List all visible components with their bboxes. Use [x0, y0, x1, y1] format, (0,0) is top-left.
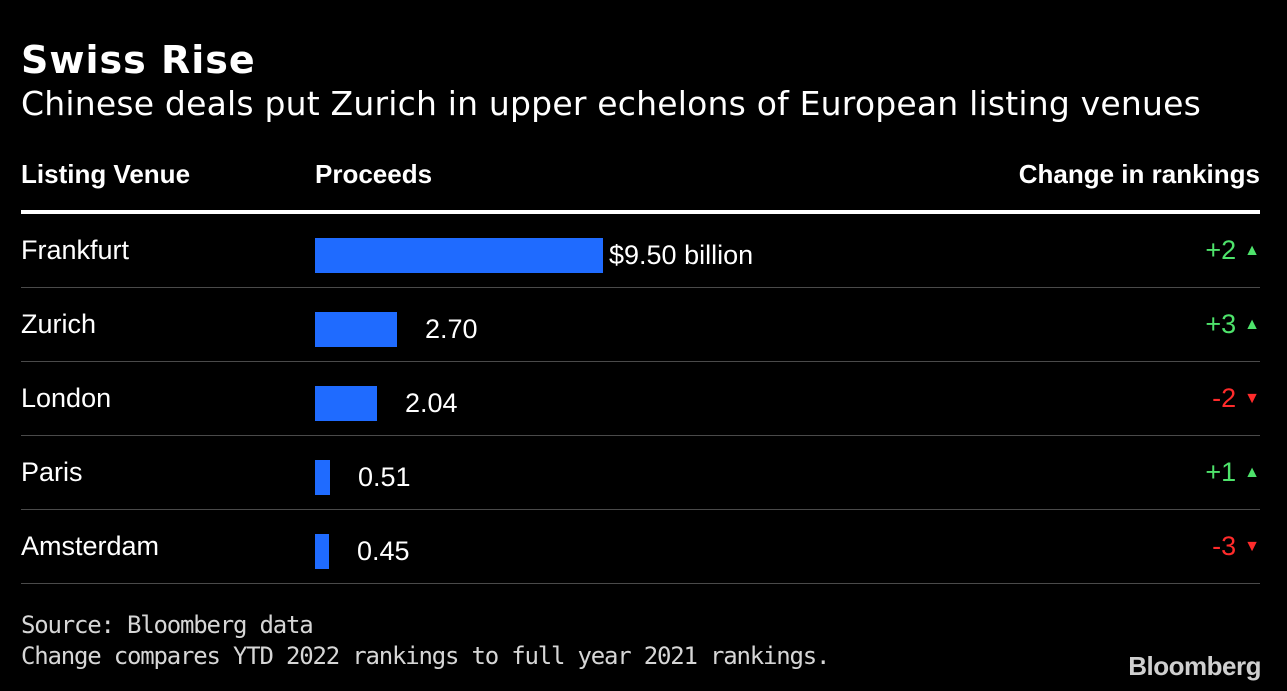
column-header-proceeds: Proceeds: [315, 159, 433, 189]
value-label: $9.50 billion: [609, 240, 754, 270]
footnote: Change compares YTD 2022 rankings to ful…: [21, 642, 830, 670]
table-row: Amsterdam 0.45 -3 ▼: [21, 510, 1260, 584]
ranking-change-value: -3: [1212, 531, 1237, 561]
column-header-listing-venue: Listing Venue: [21, 159, 191, 189]
source-note: Source: Bloomberg data: [21, 611, 314, 639]
proceeds-bar: [315, 460, 330, 495]
row-divider: [21, 509, 1260, 510]
row-divider: [21, 361, 1260, 362]
header-divider: [21, 210, 1260, 214]
table-row: Frankfurt $9.50 billion +2 ▲: [21, 214, 1260, 288]
value-label: 0.45: [357, 536, 410, 566]
ranking-change-value: +2: [1205, 235, 1237, 265]
ranking-change: -3 ▼: [1212, 531, 1260, 562]
proceeds-bar: [315, 534, 329, 569]
arrow-up-icon: ▲: [1244, 241, 1260, 259]
row-divider: [21, 583, 1260, 584]
value-label: 2.70: [425, 314, 478, 344]
value-label: 2.04: [405, 388, 458, 418]
bloomberg-logo: Bloomberg: [1128, 651, 1261, 681]
ranking-change-value: +1: [1205, 457, 1237, 487]
table-row: Paris 0.51 +1 ▲: [21, 436, 1260, 510]
venue-label: London: [21, 383, 112, 413]
venue-label: Frankfurt: [21, 235, 130, 265]
proceeds-bar: [315, 312, 397, 347]
value-label: 0.51: [358, 462, 411, 492]
table-row: London 2.04 -2 ▼: [21, 362, 1260, 436]
chart-title: Swiss Rise: [21, 38, 256, 82]
venue-label: Zurich: [21, 309, 97, 339]
venue-label: Paris: [21, 457, 83, 487]
table-row: Zurich 2.70 +3 ▲: [21, 288, 1260, 362]
row-divider: [21, 435, 1260, 436]
ranking-change: +1 ▲: [1205, 457, 1260, 488]
ranking-change-value: +3: [1205, 309, 1237, 339]
row-divider: [21, 287, 1260, 288]
ranking-change-value: -2: [1212, 383, 1237, 413]
column-header-change-in-rankings: Change in rankings: [1018, 159, 1260, 189]
ranking-change: +3 ▲: [1205, 309, 1260, 340]
proceeds-bar: [315, 386, 377, 421]
ranking-change: -2 ▼: [1212, 383, 1260, 414]
venue-label: Amsterdam: [21, 531, 160, 561]
ranking-change: +2 ▲: [1205, 235, 1260, 266]
arrow-up-icon: ▲: [1244, 315, 1260, 333]
arrow-up-icon: ▲: [1244, 463, 1260, 481]
chart-subtitle: Chinese deals put Zurich in upper echelo…: [21, 84, 1202, 123]
arrow-down-icon: ▼: [1244, 389, 1260, 407]
proceeds-bar: [315, 238, 603, 273]
arrow-down-icon: ▼: [1244, 537, 1260, 555]
